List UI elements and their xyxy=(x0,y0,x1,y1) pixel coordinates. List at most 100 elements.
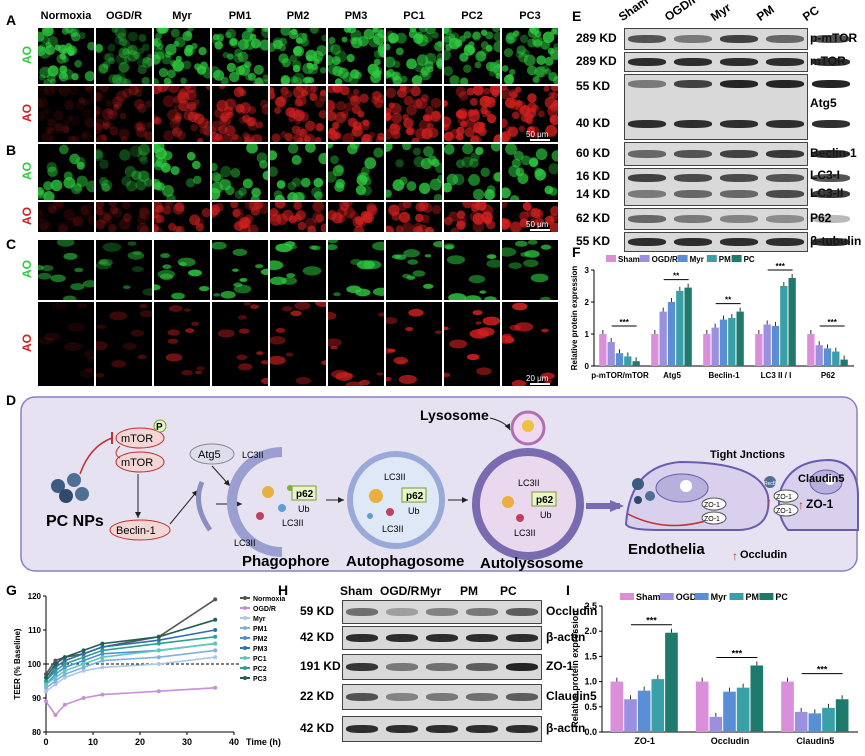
bar xyxy=(794,711,808,732)
micrograph-cell xyxy=(386,240,442,300)
micrograph-cell xyxy=(212,302,268,386)
x-tick-label: p-mTOR/mTOR xyxy=(591,371,649,380)
protein-band xyxy=(386,725,418,733)
micrograph-cell xyxy=(444,144,500,200)
x-tick-label: 0 xyxy=(43,737,48,747)
phagophore-label: Phagophore xyxy=(242,553,330,570)
column-label: PM3 xyxy=(344,10,368,22)
data-point xyxy=(81,655,86,660)
zo1-label: ZO-1 xyxy=(806,497,834,511)
autolysosome-label: Autolysosome xyxy=(480,555,583,572)
zo1-small-3: ZO-1 xyxy=(776,494,792,501)
column-label: PC1 xyxy=(403,10,425,22)
micrograph-cell xyxy=(154,28,210,84)
data-point xyxy=(100,651,105,656)
data-point xyxy=(156,662,161,666)
data-point xyxy=(213,641,218,646)
svg-text:↑: ↑ xyxy=(798,498,804,512)
bar xyxy=(703,334,711,366)
autolysosome-shape xyxy=(472,448,584,560)
legend-label: OGD/R xyxy=(652,255,678,264)
x-tick-label: Beclin-1 xyxy=(708,371,740,380)
y-tick-label: 0.5 xyxy=(584,702,597,712)
bar xyxy=(835,699,849,732)
data-point xyxy=(44,689,48,694)
protein-band xyxy=(386,608,418,616)
legend-label: Myr xyxy=(711,592,728,602)
data-point xyxy=(81,651,86,656)
bar xyxy=(832,351,840,366)
protein-band xyxy=(766,80,804,88)
data-point xyxy=(62,675,67,680)
protein-band xyxy=(766,58,804,66)
micrograph-cell xyxy=(270,144,326,200)
micrograph-cell xyxy=(386,302,442,386)
micrograph-cell xyxy=(328,144,384,200)
protein-band xyxy=(346,663,378,671)
x-tick-label: LC3 II / I xyxy=(761,371,792,380)
protein-band xyxy=(426,608,458,616)
y-tick-label: 2 xyxy=(585,298,590,307)
micrograph-cell xyxy=(38,28,94,84)
kd-label: 42 KD xyxy=(300,630,335,644)
bar xyxy=(780,286,788,366)
ub-label-3: Ub xyxy=(540,510,552,520)
data-point xyxy=(62,662,67,666)
y-tick-label: 0.0 xyxy=(584,727,597,737)
lane-label: Myr xyxy=(707,0,734,25)
protein-band xyxy=(812,190,850,198)
atg5-node xyxy=(189,443,235,465)
band-label: Claudin5 xyxy=(546,689,597,703)
x-tick-label: Occludin xyxy=(711,736,750,746)
protein-band xyxy=(386,693,418,701)
legend-swatch xyxy=(706,255,717,262)
kd-label: 191 KD xyxy=(300,659,341,673)
pc-nps-label: PC NPs xyxy=(46,513,104,530)
protein-band xyxy=(628,80,666,88)
data-point xyxy=(100,665,105,670)
bar xyxy=(723,691,736,732)
panel-label-h: H xyxy=(278,582,289,598)
scale-bar xyxy=(530,139,550,141)
legend-swatch xyxy=(677,255,688,262)
protein-band xyxy=(766,120,804,128)
bar xyxy=(815,345,823,366)
protein-band xyxy=(466,608,498,616)
micrograph-cell xyxy=(96,86,152,142)
micrograph-cell xyxy=(444,240,500,300)
legend-swatch xyxy=(729,593,744,600)
band-label: Occludin xyxy=(546,604,598,618)
kd-label: 60 KD xyxy=(576,146,611,160)
data-point xyxy=(62,668,67,673)
bar xyxy=(659,311,667,366)
micrograph-cell xyxy=(444,86,500,142)
data-point xyxy=(213,617,218,622)
lc3-label-5: LC3II xyxy=(382,524,404,534)
bar xyxy=(823,348,832,366)
panel-label-f: F xyxy=(572,244,581,260)
column-label: PC3 xyxy=(519,10,541,22)
data-point xyxy=(53,668,58,673)
micrograph-cell xyxy=(154,86,210,142)
micrograph-cell xyxy=(96,240,152,300)
claudin5-label: Claudin5 xyxy=(798,473,844,485)
legend-marker xyxy=(243,596,247,600)
bar xyxy=(684,287,692,366)
legend-label: Normoxia xyxy=(253,596,285,603)
bar xyxy=(781,681,794,732)
data-point xyxy=(81,668,86,673)
protein-band xyxy=(674,238,712,246)
bar xyxy=(840,359,848,366)
zo1-small-1: ZO-1 xyxy=(704,502,720,509)
legend-marker xyxy=(243,636,247,640)
legend-label: Myr xyxy=(690,255,704,264)
data-point xyxy=(62,655,67,660)
micrograph-cell xyxy=(502,144,558,200)
y-tick-label: 1 xyxy=(585,330,590,339)
bar xyxy=(736,687,750,732)
micrograph-cell xyxy=(270,302,326,386)
data-point xyxy=(53,675,58,680)
data-point xyxy=(62,665,67,670)
band-label: β-actin xyxy=(546,721,586,735)
data-point xyxy=(44,679,48,683)
